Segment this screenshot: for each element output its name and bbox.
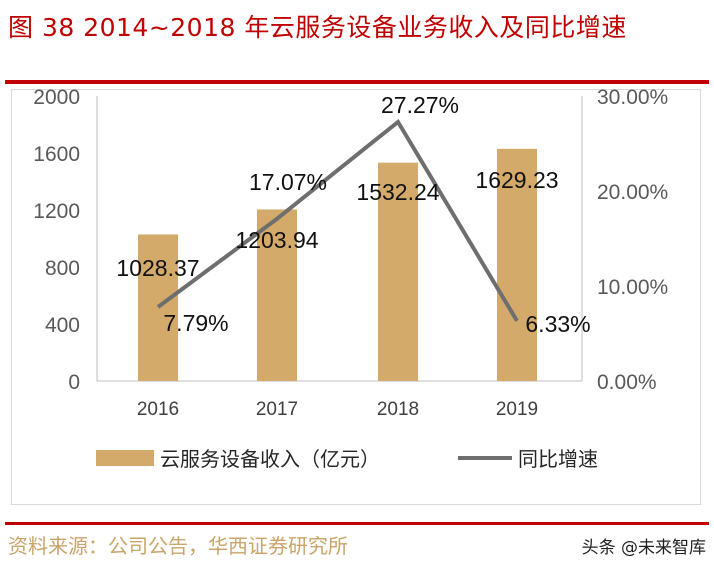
bar-data-label: 1028.37 xyxy=(116,255,199,281)
figure-title: 图 38 2014~2018 年云服务设备业务收入及同比增速 xyxy=(8,13,627,42)
bar-data-label: 1532.24 xyxy=(356,179,439,205)
line-data-label: 7.79% xyxy=(163,310,228,336)
right-tick-label: 30.00% xyxy=(597,86,668,109)
watermark: 头条 @未来智库 xyxy=(581,538,706,558)
right-tick-label: 10.00% xyxy=(597,276,668,299)
left-tick-label: 1600 xyxy=(33,143,80,166)
left-tick-label: 400 xyxy=(45,314,80,337)
bar-data-label: 1203.94 xyxy=(235,227,318,253)
bar-2016 xyxy=(138,234,178,381)
left-tick-label: 1200 xyxy=(33,200,80,223)
line-data-label: 17.07% xyxy=(249,169,327,195)
legend-bar-swatch xyxy=(96,450,154,466)
growth-line xyxy=(156,118,519,322)
x-tick-label: 2017 xyxy=(256,399,298,420)
right-tick-label: 0.00% xyxy=(597,371,657,394)
bar-2017 xyxy=(257,209,297,381)
x-tick-label: 2019 xyxy=(496,399,538,420)
chart-frame xyxy=(11,89,701,505)
source-note: 资料来源：公司公告，华西证券研究所 xyxy=(8,534,348,558)
left-tick-label: 0 xyxy=(68,371,80,394)
footer-rule xyxy=(5,522,709,525)
legend-line-label: 同比增速 xyxy=(518,448,598,471)
right-tick-label: 20.00% xyxy=(597,181,668,204)
legend-bar-label: 云服务设备收入（亿元） xyxy=(160,448,380,471)
x-tick-label: 2016 xyxy=(137,399,179,420)
left-tick-label: 2000 xyxy=(33,86,80,109)
left-tick-label: 800 xyxy=(45,257,80,280)
bar-2019 xyxy=(497,148,537,381)
bar-data-label: 1629.23 xyxy=(475,167,558,193)
x-tick-label: 2018 xyxy=(377,399,419,420)
line-data-label: 27.27% xyxy=(381,92,459,118)
header-rule xyxy=(5,80,709,84)
bar-2018 xyxy=(378,162,418,381)
line-data-label: 6.33% xyxy=(525,311,590,337)
